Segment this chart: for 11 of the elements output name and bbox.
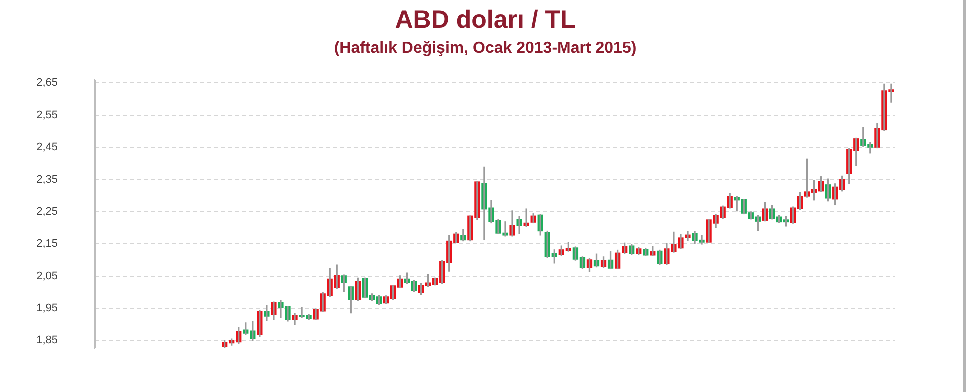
y-tick-label: 2,15 [36,238,58,250]
y-tick-label: 2,45 [36,142,58,154]
y-tick-label: 2,35 [36,174,58,186]
y-tick-label: 1,85 [36,334,58,347]
y-tick-label: 2,05 [36,270,58,282]
y-tick-label: 2,65 [36,77,58,90]
y-tick-label: 1,95 [36,302,58,315]
y-tick-label: 2,25 [36,206,58,218]
chart-title: ABD doları / TL [394,6,577,35]
y-tick-label: 2,55 [36,109,58,122]
chart-subtitle: (Haftalık Değişim, Ocak 2013-Mart 2015) [333,40,638,58]
